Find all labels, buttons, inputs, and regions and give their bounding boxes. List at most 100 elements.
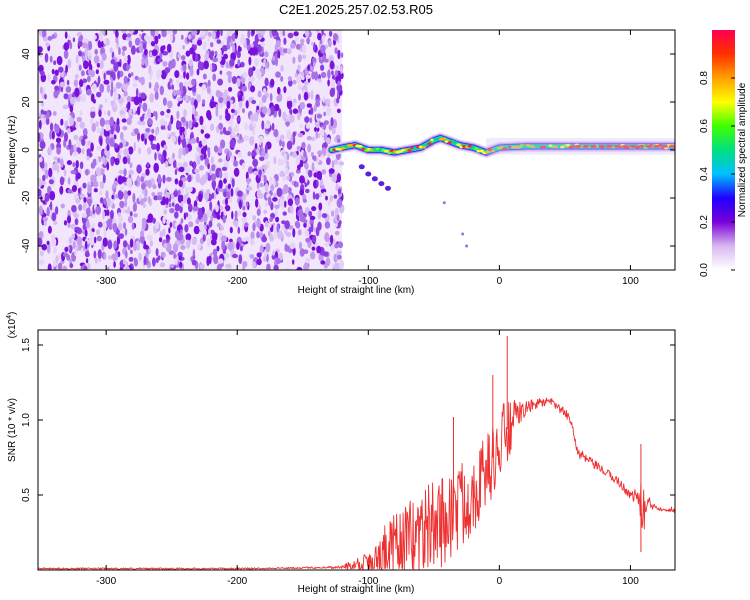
noise-speckle: [236, 51, 241, 59]
noise-speckle: [253, 112, 259, 122]
noise-speckle: [297, 64, 301, 71]
noise-speckle: [117, 251, 121, 258]
noise-speckle: [245, 236, 250, 242]
noise-speckle: [118, 222, 123, 231]
noise-speckle: [231, 114, 235, 120]
noise-speckle: [336, 198, 343, 208]
noise-speckle: [78, 188, 81, 194]
noise-speckle: [263, 88, 267, 93]
noise-speckle: [327, 79, 330, 87]
noise-speckle: [171, 202, 175, 207]
noise-speckle: [174, 70, 180, 79]
noise-speckle: [128, 40, 133, 48]
noise-speckle: [101, 52, 107, 61]
noise-speckle: [228, 87, 233, 92]
ridge-mark: [441, 137, 447, 141]
noise-speckle: [132, 106, 136, 115]
noise-speckle: [209, 63, 213, 72]
noise-speckle: [204, 53, 209, 61]
ridge-peak: [582, 145, 590, 148]
noise-speckle: [140, 133, 145, 142]
noise-speckle: [44, 192, 50, 202]
noise-speckle: [78, 246, 82, 251]
noise-speckle: [277, 50, 281, 59]
noise-speckle: [99, 190, 103, 196]
noise-speckle: [299, 124, 303, 129]
noise-speckle: [285, 166, 289, 176]
noise-speckle: [60, 118, 64, 126]
noise-speckle: [245, 171, 249, 181]
noise-speckle: [308, 169, 313, 178]
x-tick-label: 100: [622, 576, 639, 587]
noise-speckle: [54, 85, 60, 91]
spectrogram-y-label: Frequency (Hz): [7, 116, 18, 185]
noise-speckle: [154, 220, 160, 230]
noise-speckle: [157, 174, 162, 184]
noise-speckle: [71, 233, 76, 239]
ridge-peak: [629, 145, 637, 148]
noise-speckle: [271, 122, 275, 131]
noise-speckle: [257, 90, 262, 98]
noise-speckle: [292, 102, 297, 107]
noise-speckle: [123, 168, 127, 177]
noise-speckle: [204, 191, 210, 201]
ridge-peak: [645, 145, 653, 148]
noise-speckle: [108, 255, 112, 260]
noise-speckle: [324, 221, 331, 229]
noise-speckle: [86, 148, 92, 156]
noise-speckle: [85, 258, 89, 264]
noise-speckle: [46, 240, 50, 245]
noise-speckle: [283, 184, 289, 194]
noise-speckle: [219, 130, 223, 135]
noise-speckle: [78, 50, 83, 57]
noise-speckle: [82, 201, 87, 212]
noise-speckle: [113, 91, 119, 102]
noise-speckle: [126, 54, 131, 65]
noise-speckle: [176, 79, 180, 84]
noise-speckle: [86, 155, 90, 161]
noise-speckle: [191, 78, 196, 86]
noise-speckle: [324, 242, 330, 247]
noise-speckle: [320, 64, 325, 71]
noise-speckle: [165, 191, 171, 200]
noise-speckle: [227, 183, 232, 190]
noise-speckle: [127, 100, 131, 110]
noise-speckle: [160, 45, 165, 54]
noise-speckle: [261, 150, 266, 157]
noise-speckle: [224, 204, 231, 212]
noise-speckle: [51, 68, 55, 75]
noise-speckle: [256, 231, 260, 239]
noise-speckle: [197, 60, 202, 71]
noise-speckle: [274, 207, 278, 216]
noise-speckle: [44, 169, 49, 179]
noise-speckle: [53, 220, 58, 225]
noise-speckle: [38, 178, 42, 188]
noise-speckle: [88, 200, 92, 207]
noise-speckle: [335, 134, 341, 140]
noise-speckle: [55, 206, 59, 215]
noise-speckle: [127, 190, 132, 196]
noise-speckle: [295, 181, 299, 188]
noise-speckle: [216, 222, 221, 228]
noise-speckle: [51, 79, 56, 85]
noise-speckle: [137, 120, 143, 126]
noise-speckle: [129, 238, 134, 248]
noise-speckle: [245, 100, 249, 109]
noise-speckle: [107, 110, 111, 117]
noise-speckle: [76, 172, 81, 180]
noise-speckle: [197, 243, 202, 250]
noise-speckle: [262, 63, 266, 68]
noise-speckle: [243, 193, 247, 201]
noise-speckle: [255, 198, 259, 208]
noise-speckle: [133, 243, 138, 251]
noise-speckle: [131, 71, 134, 77]
noise-speckle: [152, 257, 156, 267]
noise-speckle: [297, 84, 303, 91]
noise-speckle: [236, 190, 243, 197]
noise-speckle: [232, 43, 236, 53]
noise-speckle: [47, 72, 51, 83]
noise-speckle: [51, 130, 55, 140]
noise-speckle: [38, 205, 43, 216]
noise-speckle: [330, 60, 334, 70]
ridge-mark: [447, 141, 452, 144]
